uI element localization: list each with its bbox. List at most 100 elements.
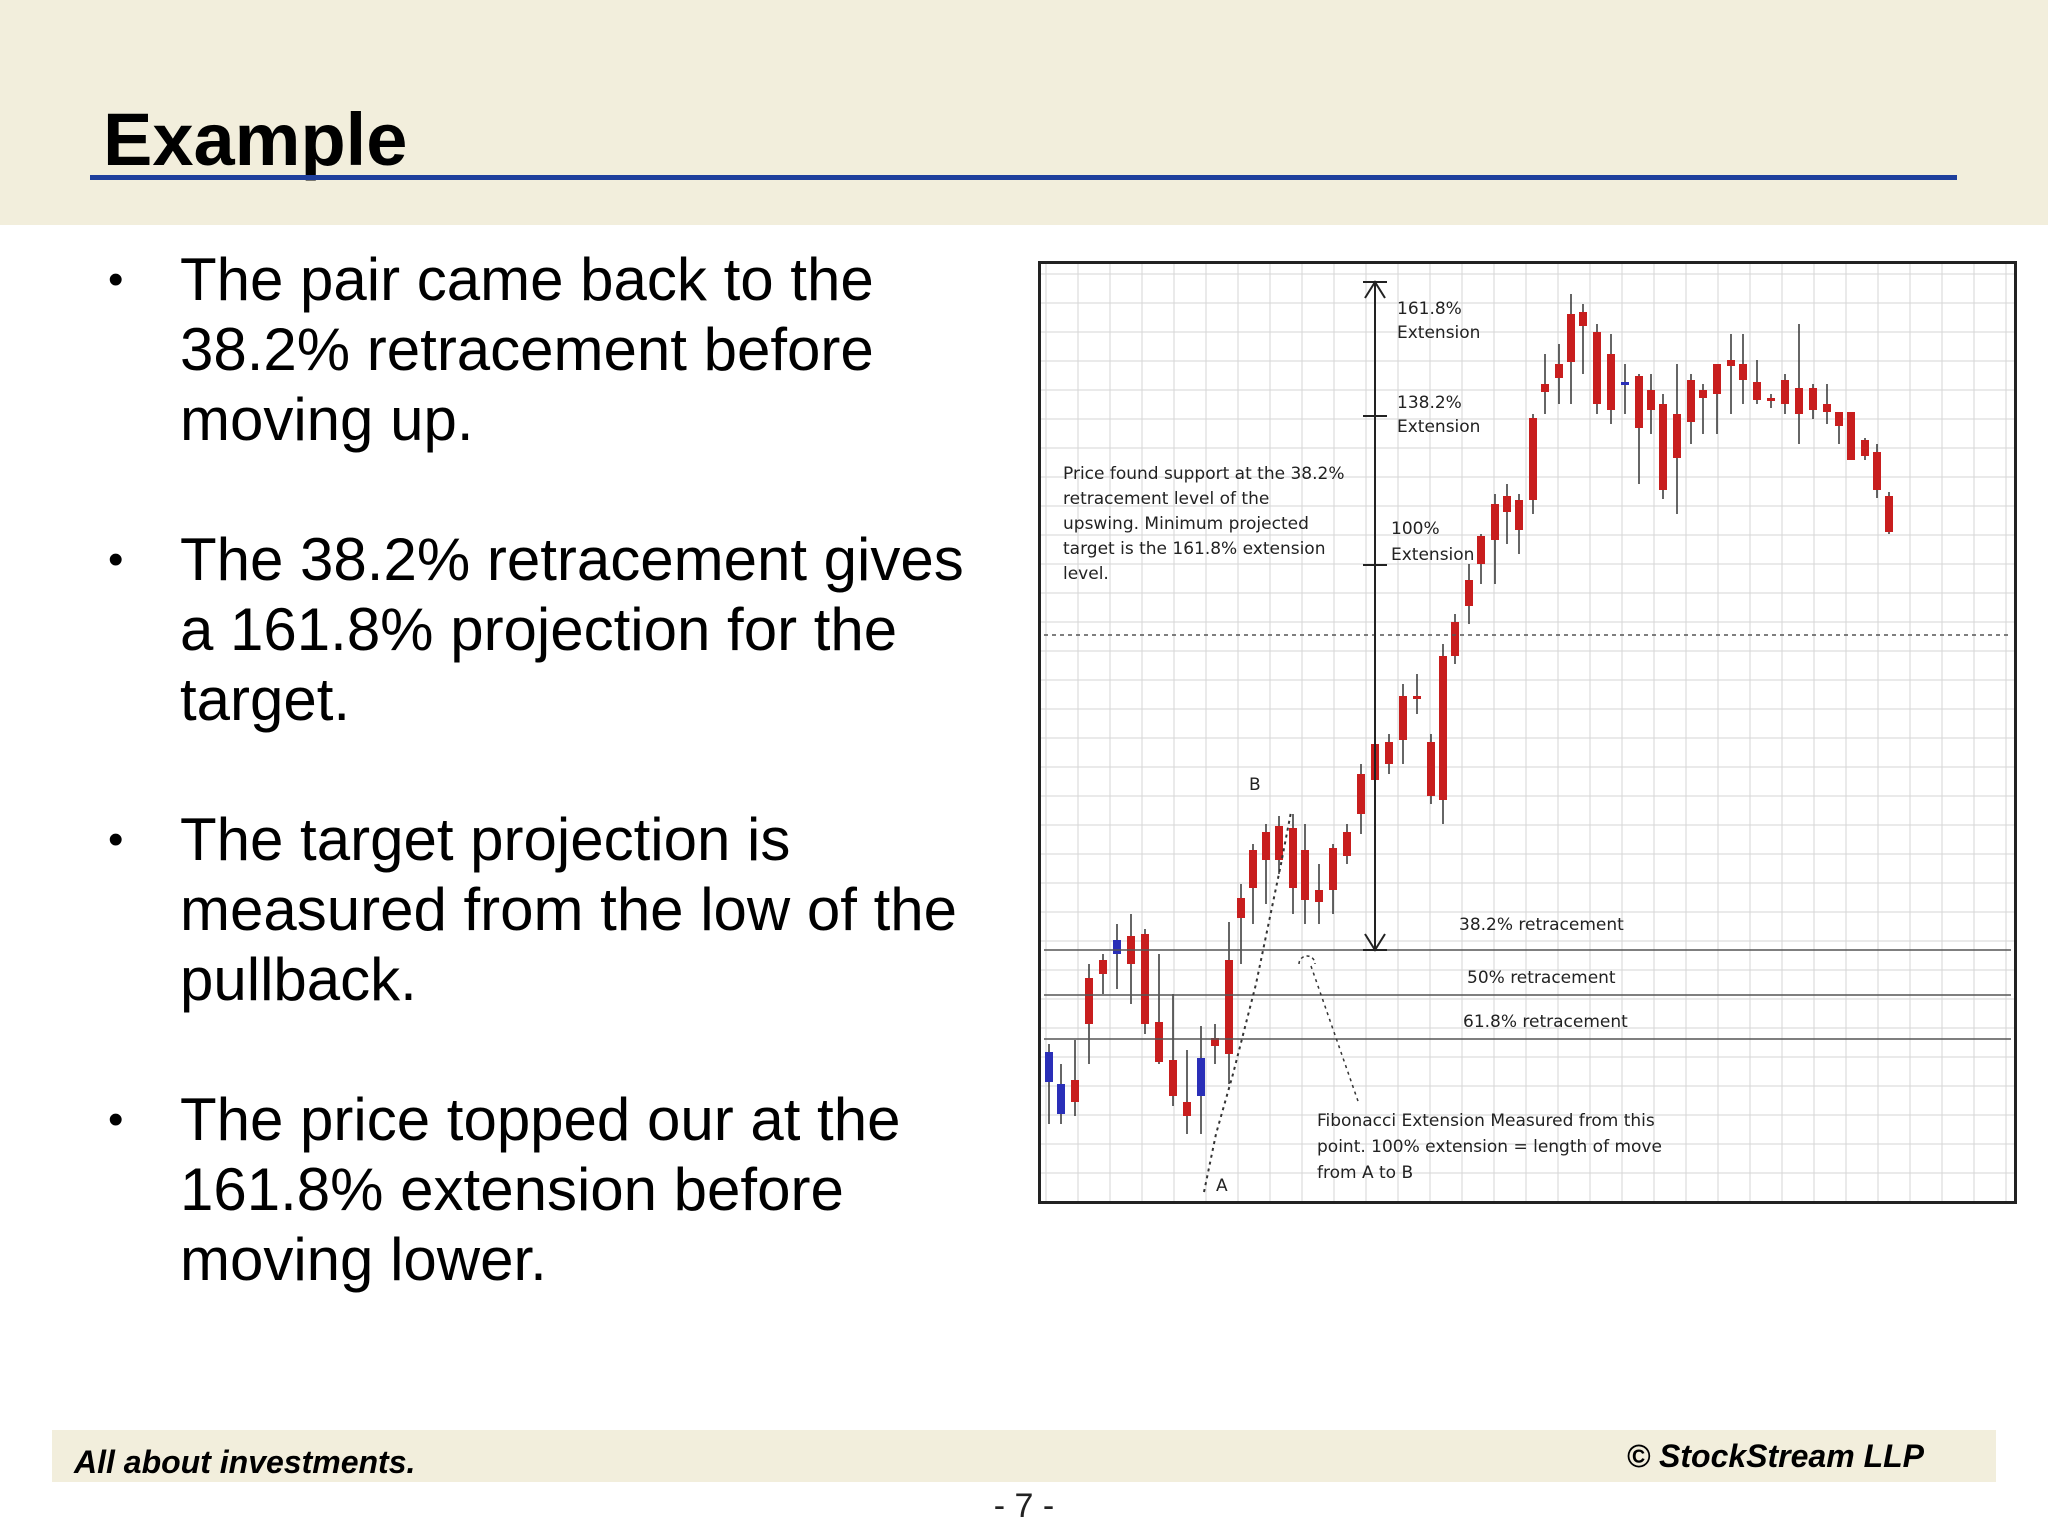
ext-161-sub: Extension: [1397, 323, 1480, 343]
bullet-item: • The pair came back to the 38.2% retrac…: [100, 245, 1000, 455]
fibonacci-chart-image: 161.8% Extension 138.2% Extension 100% E…: [1038, 261, 2017, 1204]
footer-copyright: © StockStream LLP: [1626, 1438, 1924, 1474]
footer-tagline: All about investments.: [74, 1444, 416, 1480]
candle-bull: [1113, 940, 1121, 954]
bullet-icon: •: [108, 255, 124, 304]
bullet-text: The target projection is measured from t…: [180, 806, 958, 1013]
candle-bear: [1427, 742, 1435, 796]
candle-bear: [1767, 398, 1775, 401]
swing-a-b-line: [1203, 811, 1292, 1193]
candle-bear: [1567, 314, 1575, 362]
candle-bear: [1515, 500, 1523, 530]
candle-bear: [1225, 960, 1233, 1054]
candle-bear: [1183, 1102, 1191, 1116]
candle-bear: [1885, 496, 1893, 532]
ext-161-label: 161.8%: [1397, 299, 1462, 319]
candle-bear: [1262, 832, 1270, 860]
retracement-382-label: 38.2% retracement: [1459, 915, 1624, 935]
candle-bear: [1861, 440, 1869, 456]
candle-bear: [1141, 934, 1149, 1024]
candle-bear: [1211, 1038, 1219, 1046]
candle-bear: [1315, 890, 1323, 902]
support-note-line: upswing. Minimum projected: [1063, 514, 1309, 534]
candle-bear: [1699, 390, 1707, 398]
bullet-text: The 38.2% retracement gives a 161.8% pro…: [180, 526, 964, 733]
candle-bear: [1593, 332, 1601, 404]
candle-bear: [1647, 390, 1655, 410]
candle-bear: [1529, 418, 1537, 500]
ext-138-label: 138.2%: [1397, 393, 1462, 413]
candle-bear: [1491, 504, 1499, 540]
bullet-item: • The target projection is measured from…: [100, 805, 1000, 1015]
candle-bear: [1169, 1060, 1177, 1096]
candle-bull: [1621, 382, 1629, 385]
footer-band: [52, 1430, 1996, 1482]
candle-bear: [1739, 364, 1747, 380]
candle-bear: [1237, 898, 1245, 918]
candle-bear: [1329, 848, 1337, 890]
candle-bear: [1343, 832, 1351, 856]
support-note-line: Price found support at the 38.2%: [1063, 464, 1344, 484]
bullet-icon: •: [108, 535, 124, 584]
header-band: [0, 0, 2048, 225]
candle-bear: [1451, 622, 1459, 656]
candle-bull: [1057, 1084, 1065, 1114]
candle-bear: [1085, 978, 1093, 1024]
pointer-line: [1310, 965, 1360, 1105]
candle-bear: [1795, 388, 1803, 414]
candle-bear: [1385, 742, 1393, 764]
candle-bear: [1249, 850, 1257, 888]
retracement-618-label: 61.8% retracement: [1463, 1012, 1628, 1032]
candle-bear: [1439, 656, 1447, 800]
slide-title: Example: [103, 98, 408, 181]
candle-bear: [1659, 404, 1667, 490]
title-underline: [90, 175, 1957, 180]
candlesticks: [1045, 294, 1893, 1134]
point-b-label: B: [1249, 775, 1261, 795]
candle-bear: [1823, 404, 1831, 412]
candle-bear: [1289, 828, 1297, 888]
candle-bear: [1579, 312, 1587, 326]
ext-138-sub: Extension: [1397, 417, 1480, 437]
candle-bear: [1835, 412, 1843, 426]
candle-bear: [1155, 1022, 1163, 1062]
candle-bull: [1197, 1058, 1205, 1096]
pullback-low-marker: [1298, 955, 1316, 965]
candle-bear: [1873, 452, 1881, 490]
bullet-list: • The pair came back to the 38.2% retrac…: [100, 245, 1000, 1365]
fibonacci-chart-svg: 161.8% Extension 138.2% Extension 100% E…: [1041, 264, 2014, 1201]
ext-100-label: 100%: [1391, 519, 1440, 539]
support-note-line: level.: [1063, 564, 1109, 584]
candle-bear: [1635, 376, 1643, 428]
bullet-item: • The 38.2% retracement gives a 161.8% p…: [100, 525, 1000, 735]
candle-bear: [1465, 580, 1473, 606]
candle-bull: [1045, 1052, 1053, 1082]
retracement-50-label: 50% retracement: [1467, 968, 1616, 988]
candle-bear: [1301, 850, 1309, 900]
candle-bear: [1847, 412, 1855, 460]
bullet-item: • The price topped our at the 161.8% ext…: [100, 1085, 1000, 1295]
candle-bear: [1781, 380, 1789, 404]
candle-bear: [1275, 826, 1283, 860]
candle-bear: [1541, 384, 1549, 392]
fib-note-line: Fibonacci Extension Measured from this: [1317, 1111, 1655, 1131]
candle-bear: [1607, 354, 1615, 410]
chart-grid: [1041, 264, 2014, 1201]
bullet-icon: •: [108, 1095, 124, 1144]
candle-bear: [1727, 360, 1735, 366]
fib-note-line: point. 100% extension = length of move: [1317, 1137, 1662, 1157]
candle-bear: [1753, 382, 1761, 400]
candle-bear: [1413, 696, 1421, 699]
support-note-line: target is the 161.8% extension: [1063, 539, 1325, 559]
page-number: - 7 -: [993, 1487, 1055, 1525]
candle-bear: [1503, 496, 1511, 512]
bullet-icon: •: [108, 815, 124, 864]
candle-bear: [1809, 388, 1817, 410]
support-note-line: retracement level of the: [1063, 489, 1269, 509]
candle-bear: [1713, 364, 1721, 394]
candle-bear: [1555, 364, 1563, 378]
candle-bear: [1071, 1080, 1079, 1102]
candle-bear: [1673, 414, 1681, 458]
ext-100-sub: Extension: [1391, 545, 1474, 565]
candle-bear: [1399, 696, 1407, 740]
